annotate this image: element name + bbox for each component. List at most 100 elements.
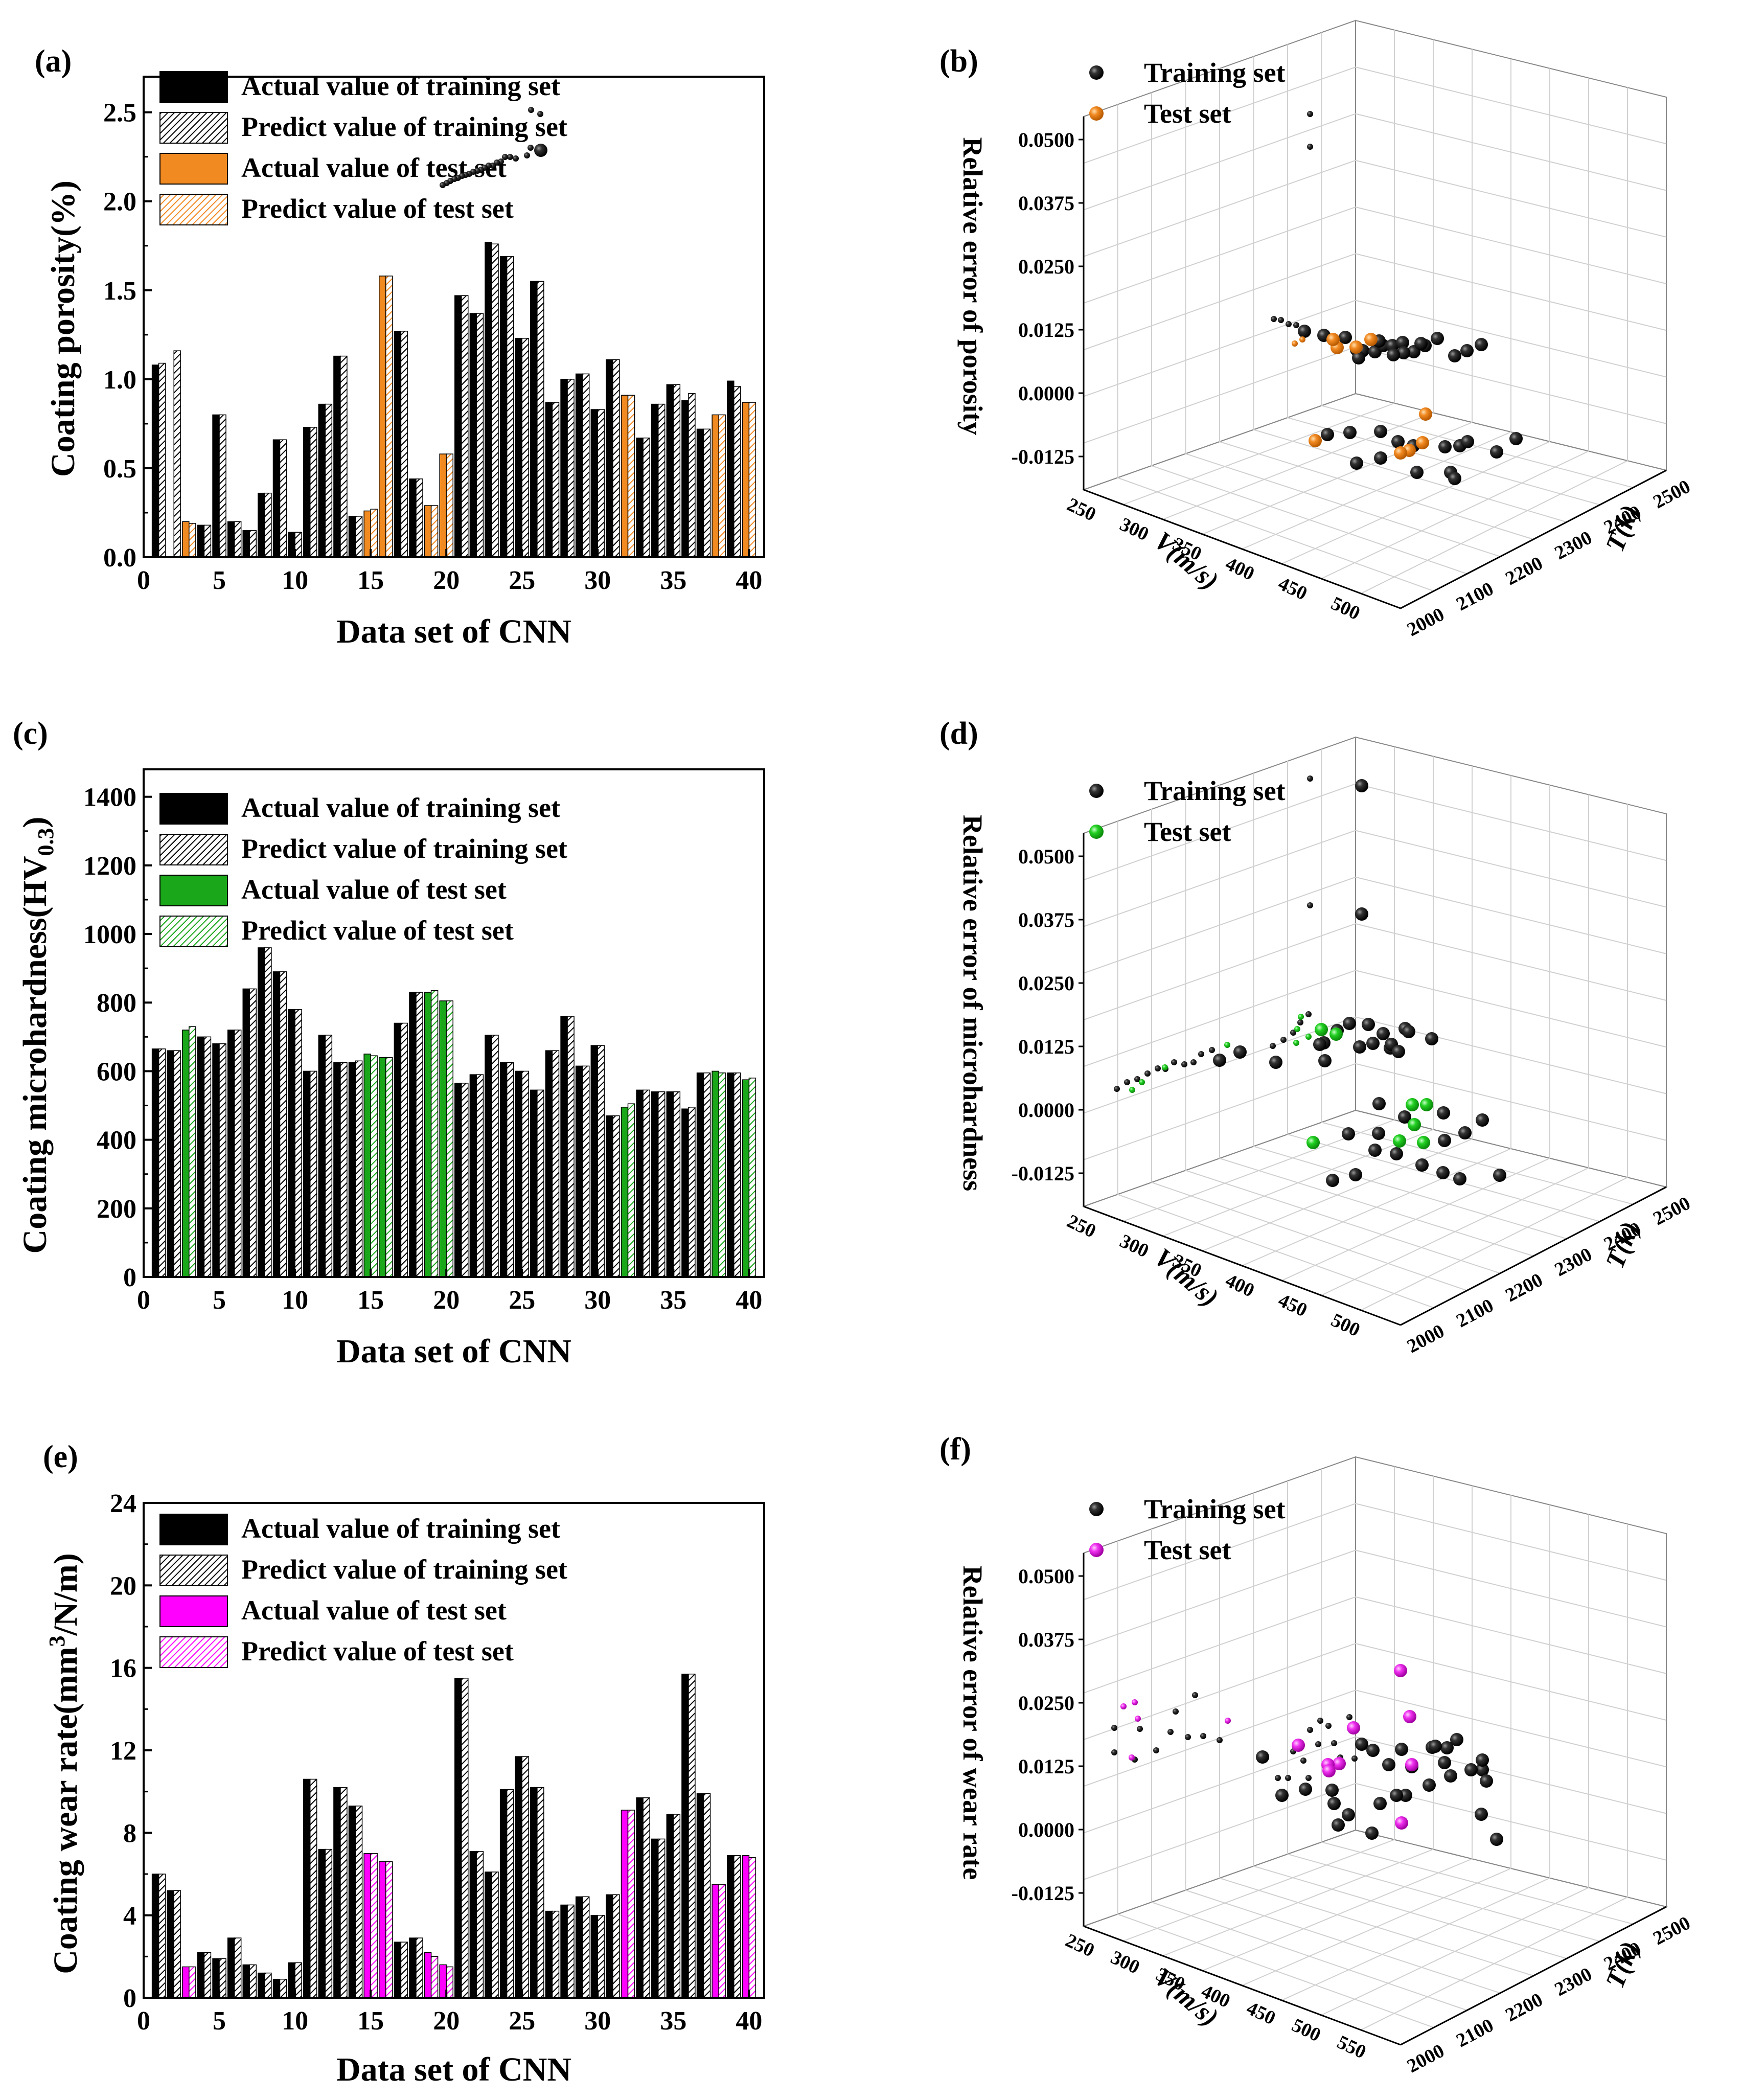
t-axis-title: T(k) (1600, 501, 1645, 556)
bar-actual-17 (394, 1942, 402, 1998)
training-point-14 (1305, 1775, 1312, 1781)
panel-f-letter: (f) (939, 1432, 971, 1467)
z-gridline (1083, 1783, 1667, 1880)
bar-predict-38 (718, 1072, 726, 1277)
axes-box: -0.0125 0.0000 0.0125 0.0250 0.0375 0.0500 250… (1012, 1456, 1694, 2077)
training-point-50 (1436, 1166, 1450, 1179)
bar-predict-34 (657, 1091, 666, 1277)
training-point-51 (1490, 1833, 1503, 1846)
legend-marker-test (1089, 106, 1104, 121)
x-tick-label: 5 (213, 566, 226, 595)
bar-predict-32 (627, 1103, 635, 1277)
bar-actual-8 (258, 947, 265, 1277)
training-point-60 (1461, 435, 1474, 448)
test-point-2 (1403, 1710, 1416, 1723)
training-point-10 (1353, 1040, 1366, 1054)
bar-actual-33 (636, 1797, 644, 1998)
training-point-41 (1397, 346, 1410, 359)
legend-label-4: Predict value of test set (241, 915, 514, 946)
axes-box: -0.0125 0.0000 0.0125 0.0250 0.0375 0.0500 250… (1012, 19, 1694, 641)
bar-actual-20 (439, 1000, 447, 1277)
bar-actual-18 (409, 1937, 417, 1998)
bar-predict-26 (537, 281, 544, 558)
bar-predict-38 (718, 414, 726, 558)
bar-actual-15 (363, 1054, 371, 1277)
bar-predict-3 (189, 523, 196, 558)
training-point-21 (1305, 1011, 1312, 1017)
z-gridline (1083, 300, 1667, 397)
training-point-52 (1343, 426, 1357, 439)
bar-actual-27 (545, 1910, 553, 1998)
floor-gridline (1321, 1167, 1589, 1296)
training-point-20 (1325, 1723, 1332, 1729)
test-point-4 (1293, 1040, 1299, 1046)
bar-predict-11 (309, 1070, 317, 1277)
panel-e-letter: (e) (43, 1440, 78, 1474)
training-point-4 (1355, 907, 1368, 921)
training-point-58 (1490, 445, 1503, 459)
z-tick-label: 0.0125 (1018, 1755, 1074, 1778)
bar-actual-29 (575, 1065, 583, 1277)
training-point-42 (1275, 1789, 1289, 1802)
scatter-points (1114, 775, 1506, 1187)
floor-gridline (1321, 405, 1634, 488)
bar-predict-22 (476, 1851, 484, 1998)
legend-swatch-3 (159, 153, 228, 185)
legend-swatch-4 (159, 916, 228, 947)
floor-gridline (1361, 1897, 1628, 2030)
test-point-12 (1120, 1703, 1127, 1709)
training-point-36 (1134, 1076, 1140, 1082)
training-point-22 (1315, 1741, 1321, 1747)
training-point-24 (1280, 1037, 1287, 1043)
training-point-26 (1366, 1744, 1380, 1757)
y-tick-label: 12 (110, 1737, 136, 1766)
training-point-19 (1313, 1038, 1326, 1051)
bar-predict-14 (355, 516, 363, 558)
training-point-53 (1476, 1753, 1489, 1767)
training-point-28 (1209, 1047, 1215, 1053)
bar-actual-37 (696, 1072, 704, 1277)
bar-predict-27 (552, 1050, 560, 1277)
z-tick-label: 0.0125 (1018, 318, 1074, 341)
training-point-21 (1346, 1714, 1352, 1720)
v-tick-label: 500 (1328, 1309, 1363, 1341)
bar-predict-16 (385, 276, 393, 558)
bar-actual-23 (485, 1035, 492, 1277)
training-point-42 (1387, 348, 1400, 361)
z-tick-label: 0.0250 (1018, 1692, 1074, 1715)
training-point-8 (502, 154, 508, 160)
legend-marker-test (1089, 1543, 1104, 1557)
bar-actual-38 (712, 1884, 719, 1998)
bar-predict-29 (582, 373, 590, 558)
panel-e-y-label-sup: 3 (44, 1636, 70, 1647)
legend-label-3: Actual value of test set (241, 152, 507, 183)
t-tick-label: 2100 (1453, 2015, 1497, 2052)
panel-b-letter: (b) (939, 44, 978, 79)
bar-actual-22 (469, 313, 477, 558)
bar-predict-19 (430, 505, 439, 558)
bar-predict-18 (416, 992, 423, 1277)
x-tick-label: 40 (736, 566, 762, 595)
bar-actual-19 (424, 505, 432, 558)
test-point-14 (1162, 1064, 1168, 1070)
bar-predict-13 (340, 1787, 348, 1998)
plot-frame (143, 768, 765, 1278)
x-tick-label: 25 (509, 2006, 535, 2036)
v-tick-label: 300 (1116, 513, 1152, 545)
v-tick-label: 250 (1064, 1211, 1099, 1242)
bar-actual-26 (530, 281, 538, 558)
bar-actual-17 (394, 331, 402, 558)
training-point-12 (1275, 1775, 1281, 1781)
panel-a-bars (151, 242, 756, 558)
training-point-4 (1167, 1729, 1174, 1735)
bar-predict-1 (158, 362, 166, 558)
bar-actual-7 (242, 988, 250, 1277)
training-point-59 (1509, 432, 1523, 445)
training-point-23 (1290, 1030, 1296, 1036)
t-tick-label: 2100 (1453, 1295, 1497, 1332)
bar-predict-28 (567, 379, 575, 558)
bar-predict-4 (203, 524, 212, 558)
bar-actual-30 (590, 1914, 599, 1998)
training-point-20 (1269, 1056, 1282, 1069)
